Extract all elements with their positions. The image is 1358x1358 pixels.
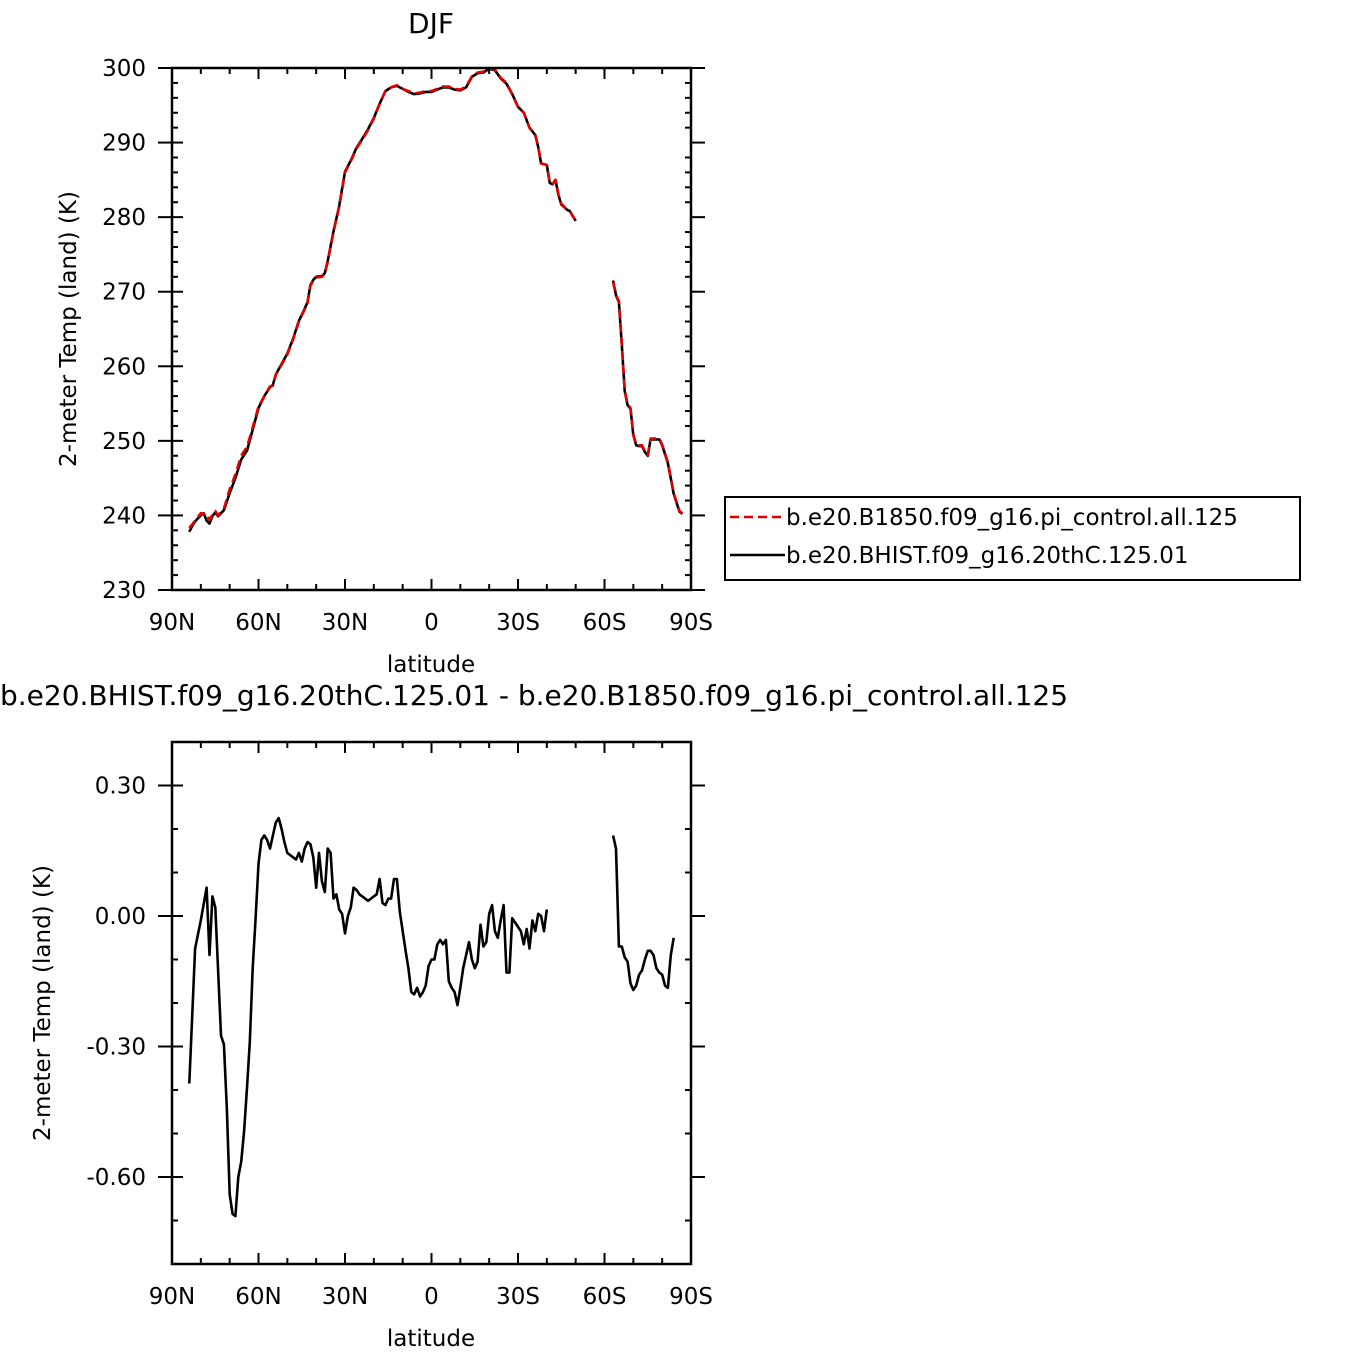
top-y-tick-label: 250 [102,429,146,455]
top-y-tick-label: 290 [102,131,146,157]
bottom-series-0-line-segment-0 [188,816,549,1218]
bottom-x-tick-label: 90N [149,1284,195,1310]
top-series-0-line-segment-1 [611,281,684,515]
top-axis-ticks: 90N 60N 30N 0 30S 60S 90S 230 240 250 260 270 280 290… [102,56,713,636]
bottom-y-tick-label: 0.00 [95,904,146,930]
top-y-tick-label: 260 [102,354,146,380]
top-y-tick-label: 230 [102,578,146,604]
top-series-1-line-segment-0 [188,67,577,533]
bottom-x-tick-label: 60N [235,1284,281,1310]
bottom-y-tick-label: -0.60 [86,1165,146,1191]
bottom-x-axis-label: latitude [387,1326,475,1352]
bottom-x-tick-label: 0 [424,1284,439,1310]
top-x-tick-label: 90S [669,610,713,636]
top-y-tick-label: 240 [102,503,146,529]
top-plot-frame [170,66,693,592]
bottom-y-tick-label: -0.30 [86,1035,146,1061]
temperature-panel: DJF 90N 60N 30N 0 30S 60S 90S 230 240 250 260 270 28… [56,7,1301,678]
legend: b.e20.B1850.f09_g16.pi_control.all.125 b… [724,496,1301,581]
bottom-y-axis-label: 2-meter Temp (land) (K) [30,865,56,1141]
top-x-tick-label: 30N [322,610,368,636]
top-x-axis-label: latitude [387,652,475,678]
bottom-x-tick-label: 60S [583,1284,627,1310]
bottom-series-group [188,816,675,1218]
bottom-axis-ticks: 90N 60N 30N 0 30S 60S 90S -0.60 -0.30 0.00 0.30 [86,742,713,1310]
top-y-axis-label: 2-meter Temp (land) (K) [56,191,82,467]
top-series-1-line-segment-1 [611,280,684,515]
top-x-tick-label: 60N [235,610,281,636]
top-x-tick-label: 30S [496,610,540,636]
bottom-y-tick-label: 0.30 [95,774,146,800]
bottom-chart-title: b.e20.BHIST.f09_g16.20thC.125.01 - b.e20… [0,679,1068,712]
bottom-x-tick-label: 30S [496,1284,540,1310]
top-x-tick-label: 0 [424,610,439,636]
legend-box [724,496,1301,581]
top-y-tick-label: 270 [102,280,146,306]
top-x-tick-label: 90N [149,610,195,636]
legend-label-b1850: b.e20.B1850.f09_g16.pi_control.all.125 [786,505,1238,531]
top-y-tick-label: 280 [102,205,146,231]
top-x-tick-label: 60S [583,610,627,636]
top-series-group [188,66,684,533]
legend-label-bhist: b.e20.BHIST.f09_g16.20thC.125.01 [786,543,1188,569]
top-series-0-line-segment-0 [188,66,577,529]
top-y-tick-label: 300 [102,56,146,82]
top-chart-title: DJF [408,7,454,40]
bottom-x-tick-label: 90S [669,1284,713,1310]
bottom-plot-frame [170,740,693,1266]
bottom-series-0-line-segment-1 [611,835,675,992]
difference-panel: b.e20.BHIST.f09_g16.20thC.125.01 - b.e20… [0,679,1068,1352]
bottom-x-tick-label: 30N [322,1284,368,1310]
